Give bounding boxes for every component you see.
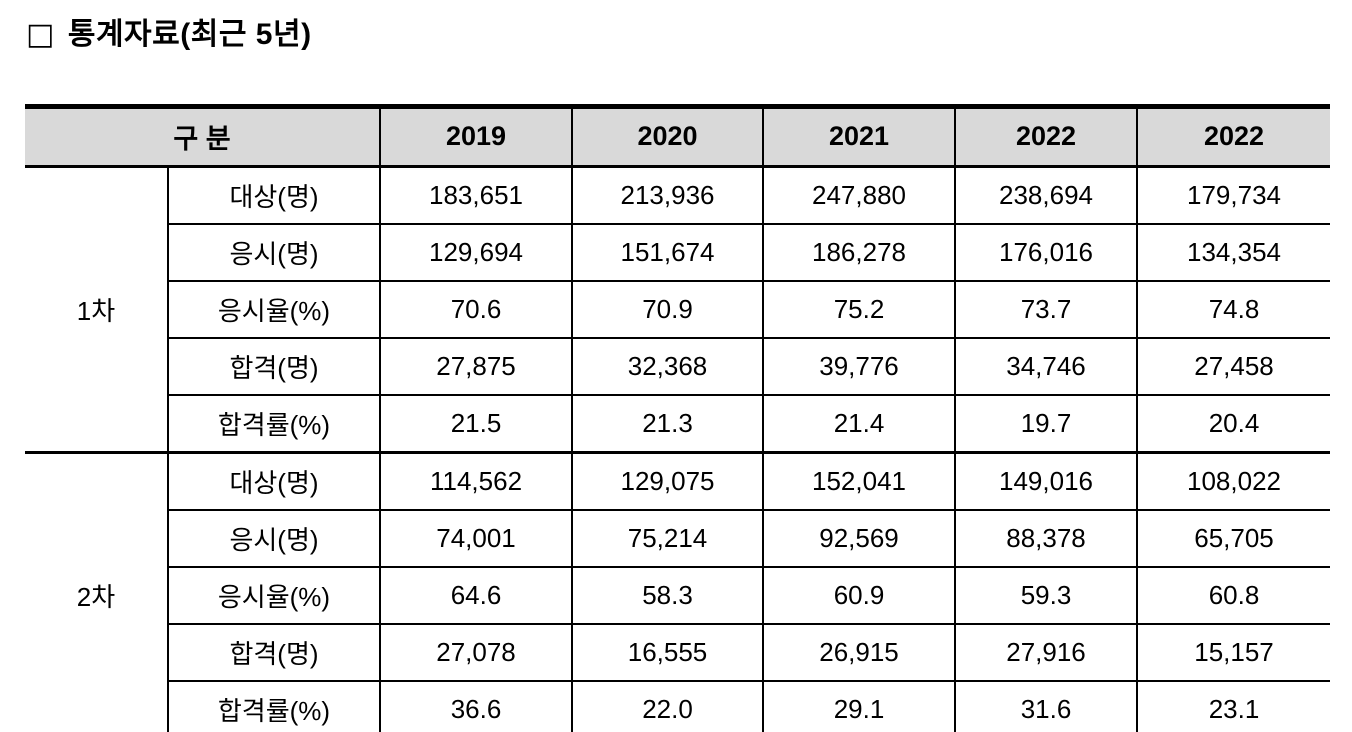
data-cell: 34,746 (954, 336, 1138, 396)
data-cell: 70.9 (571, 279, 764, 339)
data-cell: 64.6 (379, 565, 573, 625)
header-year-2022b: 2022 (1136, 105, 1330, 168)
data-cell: 65,705 (1136, 508, 1330, 568)
data-cell: 129,694 (379, 222, 573, 282)
table-row: 합격(명) 27,078 16,555 26,915 27,916 15,157 (25, 622, 1330, 682)
header-year-2019: 2019 (379, 105, 573, 168)
data-cell: 183,651 (379, 165, 573, 225)
data-cell: 129,075 (571, 450, 764, 511)
data-cell: 108,022 (1136, 450, 1330, 511)
data-cell: 70.6 (379, 279, 573, 339)
data-cell: 75.2 (762, 279, 956, 339)
data-cell: 21.3 (571, 393, 764, 453)
data-cell: 247,880 (762, 165, 956, 225)
page-title-text: 통계자료(최근 5년) (67, 18, 312, 51)
data-cell: 26,915 (762, 622, 956, 682)
data-cell: 20.4 (1136, 393, 1330, 453)
data-cell: 27,916 (954, 622, 1138, 682)
data-cell: 60.8 (1136, 565, 1330, 625)
row-label: 응시(명) (167, 222, 381, 282)
row-label: 응시율(%) (167, 565, 381, 625)
data-cell: 31.6 (954, 679, 1138, 732)
data-cell: 22.0 (571, 679, 764, 732)
table-row: 응시(명) 74,001 75,214 92,569 88,378 65,705 (25, 508, 1330, 568)
table-row: 응시(명) 129,694 151,674 186,278 176,016 13… (25, 222, 1330, 282)
data-cell: 134,354 (1136, 222, 1330, 282)
data-cell: 114,562 (379, 450, 573, 511)
table-row: 합격률(%) 21.5 21.3 21.4 19.7 20.4 (25, 393, 1330, 453)
page-title: □ 통계자료(최근 5년) (26, 17, 1352, 53)
statistics-table: 구 분 2019 2020 2021 2022 2022 1차 대상(명) 18… (25, 103, 1330, 732)
header-row: 구 분 2019 2020 2021 2022 2022 (25, 105, 1330, 168)
data-cell: 15,157 (1136, 622, 1330, 682)
row-label: 합격률(%) (167, 393, 381, 453)
data-cell: 27,458 (1136, 336, 1330, 396)
row-label: 응시율(%) (167, 279, 381, 339)
header-gubun: 구 분 (25, 105, 381, 168)
data-cell: 74.8 (1136, 279, 1330, 339)
data-cell: 23.1 (1136, 679, 1330, 732)
row-label: 대상(명) (167, 450, 381, 511)
row-label: 대상(명) (167, 165, 381, 225)
row-label: 합격(명) (167, 336, 381, 396)
table-row: 응시율(%) 64.6 58.3 60.9 59.3 60.8 (25, 565, 1330, 625)
data-cell: 60.9 (762, 565, 956, 625)
data-cell: 179,734 (1136, 165, 1330, 225)
data-cell: 73.7 (954, 279, 1138, 339)
data-cell: 27,078 (379, 622, 573, 682)
square-bullet-icon: □ (26, 17, 55, 52)
table-row: 합격(명) 27,875 32,368 39,776 34,746 27,458 (25, 336, 1330, 396)
data-cell: 176,016 (954, 222, 1138, 282)
header-year-2022a: 2022 (954, 105, 1138, 168)
data-cell: 186,278 (762, 222, 956, 282)
row-label: 응시(명) (167, 508, 381, 568)
data-cell: 213,936 (571, 165, 764, 225)
group-label-round1: 1차 (25, 165, 169, 453)
data-cell: 21.5 (379, 393, 573, 453)
data-cell: 27,875 (379, 336, 573, 396)
table-row: 2차 대상(명) 114,562 129,075 152,041 149,016… (25, 450, 1330, 732)
header-year-2021: 2021 (762, 105, 956, 168)
data-cell: 92,569 (762, 508, 956, 568)
data-cell: 151,674 (571, 222, 764, 282)
group-label-round2: 2차 (25, 450, 169, 732)
header-year-2020: 2020 (571, 105, 764, 168)
data-cell: 88,378 (954, 508, 1138, 568)
data-cell: 19.7 (954, 393, 1138, 453)
table-row: 합격률(%) 36.6 22.0 29.1 31.6 23.1 (25, 679, 1330, 732)
table-row: 1차 대상(명) 183,651 213,936 247,880 238,694… (25, 165, 1330, 453)
data-cell: 238,694 (954, 165, 1138, 225)
data-cell: 149,016 (954, 450, 1138, 511)
data-cell: 29.1 (762, 679, 956, 732)
data-cell: 36.6 (379, 679, 573, 732)
row-label: 합격률(%) (167, 679, 381, 732)
data-cell: 58.3 (571, 565, 764, 625)
data-cell: 21.4 (762, 393, 956, 453)
data-cell: 75,214 (571, 508, 764, 568)
table-row: 응시율(%) 70.6 70.9 75.2 73.7 74.8 (25, 279, 1330, 339)
data-cell: 16,555 (571, 622, 764, 682)
row-label: 합격(명) (167, 622, 381, 682)
data-cell: 32,368 (571, 336, 764, 396)
data-cell: 59.3 (954, 565, 1138, 625)
data-cell: 74,001 (379, 508, 573, 568)
data-cell: 39,776 (762, 336, 956, 396)
data-cell: 152,041 (762, 450, 956, 511)
